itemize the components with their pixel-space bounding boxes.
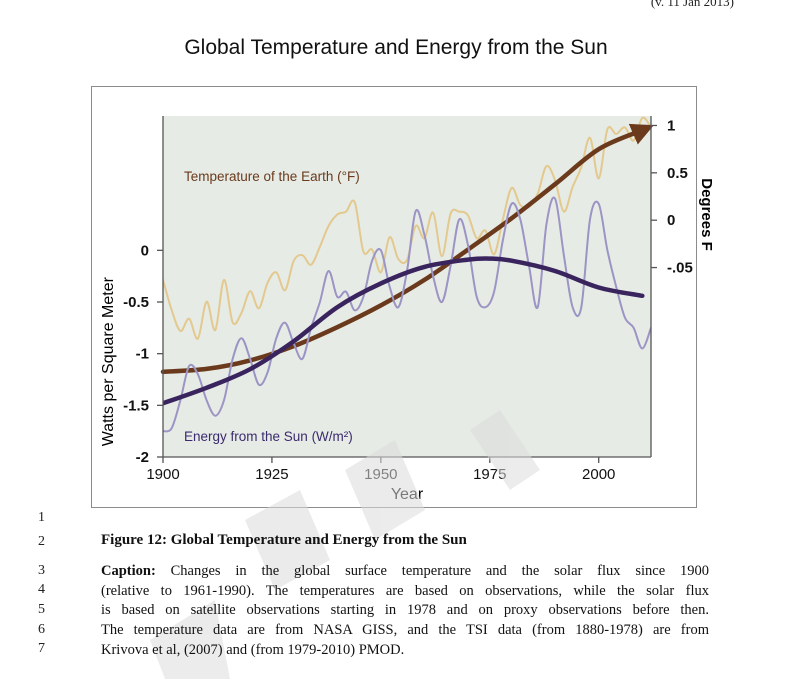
x-tick-label: 2000 [582, 466, 615, 483]
y-right-tick-label: 0.5 [667, 165, 688, 182]
line-number: 7 [38, 641, 45, 656]
document-version: (v. 11 Jan 2013) [650, 0, 734, 9]
y-left-tick-label: -2 [136, 449, 149, 466]
caption-line: Caption: Changes in the global surface t… [101, 562, 709, 582]
chart-title: Global Temperature and Energy from the S… [184, 36, 608, 59]
y-axis-right-label: Degrees F [698, 178, 715, 251]
y-left-tick-label: -1.5 [123, 397, 149, 414]
line-number: 4 [38, 582, 45, 597]
x-axis-label: Year [391, 486, 424, 503]
x-tick-label: 1975 [473, 466, 506, 483]
line-number: 3 [38, 563, 45, 578]
x-tick-label: 1925 [255, 466, 288, 483]
figure-caption: Caption: Changes in the global surface t… [101, 562, 709, 660]
solar-trend-line [163, 256, 645, 406]
caption-line: The temperature data are from NASA GISS,… [101, 622, 709, 639]
solar-series [163, 196, 651, 433]
caption-line: (relative to 1961-1990). The temperature… [101, 582, 709, 599]
caption-line: Krivova et al, (2007) and (from 1979-201… [101, 641, 405, 658]
y-axis-left-label: Watts per Square Meter [100, 276, 117, 446]
line-number: 1 [38, 510, 45, 525]
y-right-tick-label: 1 [667, 117, 675, 134]
series-layer [160, 116, 654, 433]
x-tick-label: 1900 [146, 466, 179, 483]
caption-line: is based on satellite observations start… [101, 602, 709, 619]
line-number: 5 [38, 602, 45, 617]
y-right-tick-label: 0 [667, 212, 675, 229]
caption-label: Caption: [101, 563, 156, 579]
temperature-series [163, 116, 651, 340]
line-number: 6 [38, 622, 45, 637]
line-number: 2 [38, 534, 45, 549]
y-right-tick-label: -.05 [667, 260, 693, 277]
sun-series-label: Energy from the Sun (W/m²) [184, 429, 353, 444]
y-left-tick-label: -1 [136, 346, 149, 363]
caption-text: Changes in the global surface temperatur… [170, 563, 709, 579]
x-tick-label: 1950 [364, 466, 397, 483]
y-left-tick-label: -0.5 [123, 294, 149, 311]
temperature-series-label: Temperature of the Earth (°F) [184, 169, 360, 184]
y-left-tick-label: 0 [141, 242, 149, 259]
figure-title: Figure 12: Global Temperature and Energy… [101, 532, 467, 548]
